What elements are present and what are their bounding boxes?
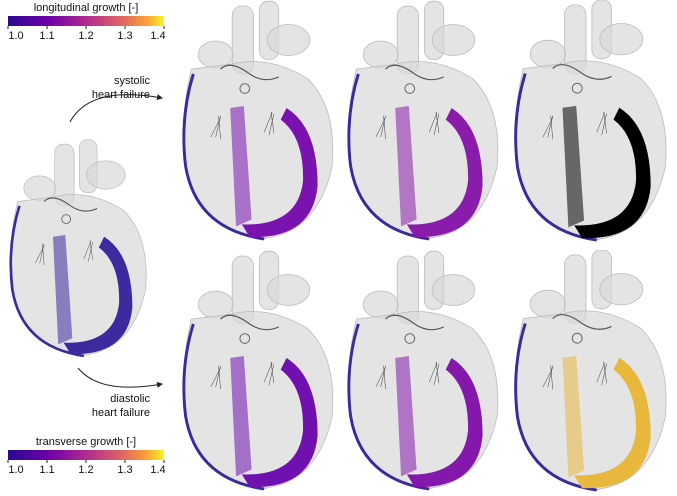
annotation: heart failure	[92, 407, 150, 419]
colorbar-tick-label: 1.3	[117, 30, 132, 42]
baseline-heart	[8, 138, 148, 358]
colorbar-tick-label: 1.0	[8, 30, 23, 42]
colorbar-tick-label: 1.2	[78, 30, 93, 42]
heart-render	[181, 250, 335, 491]
colorbar	[8, 16, 164, 26]
annotation: heart failure	[92, 89, 150, 101]
colorbar-tick-label: 1.1	[39, 30, 54, 42]
colorbar-tick-label: 1.3	[117, 464, 132, 476]
annotation: diastolic	[110, 393, 150, 405]
arrow	[77, 367, 163, 388]
colorbar-tick-label: 1.4	[150, 464, 165, 476]
heart-render	[513, 0, 668, 242]
colorbar-tick-label: 1.4	[150, 30, 165, 42]
heart-render	[181, 0, 335, 241]
colorbar-title: transverse growth [-]	[36, 436, 136, 448]
annotation: systolic	[114, 75, 151, 87]
colorbar-title: longitudinal growth [-]	[34, 2, 139, 14]
colorbar-tick-label: 1.0	[8, 464, 23, 476]
colorbar-tick-label: 1.2	[78, 464, 93, 476]
heart-render	[346, 250, 500, 491]
heart-render	[346, 0, 500, 241]
heart-render	[513, 250, 668, 492]
colorbar-tick-label: 1.1	[39, 464, 54, 476]
arrow	[69, 94, 163, 123]
colorbar	[8, 450, 164, 460]
